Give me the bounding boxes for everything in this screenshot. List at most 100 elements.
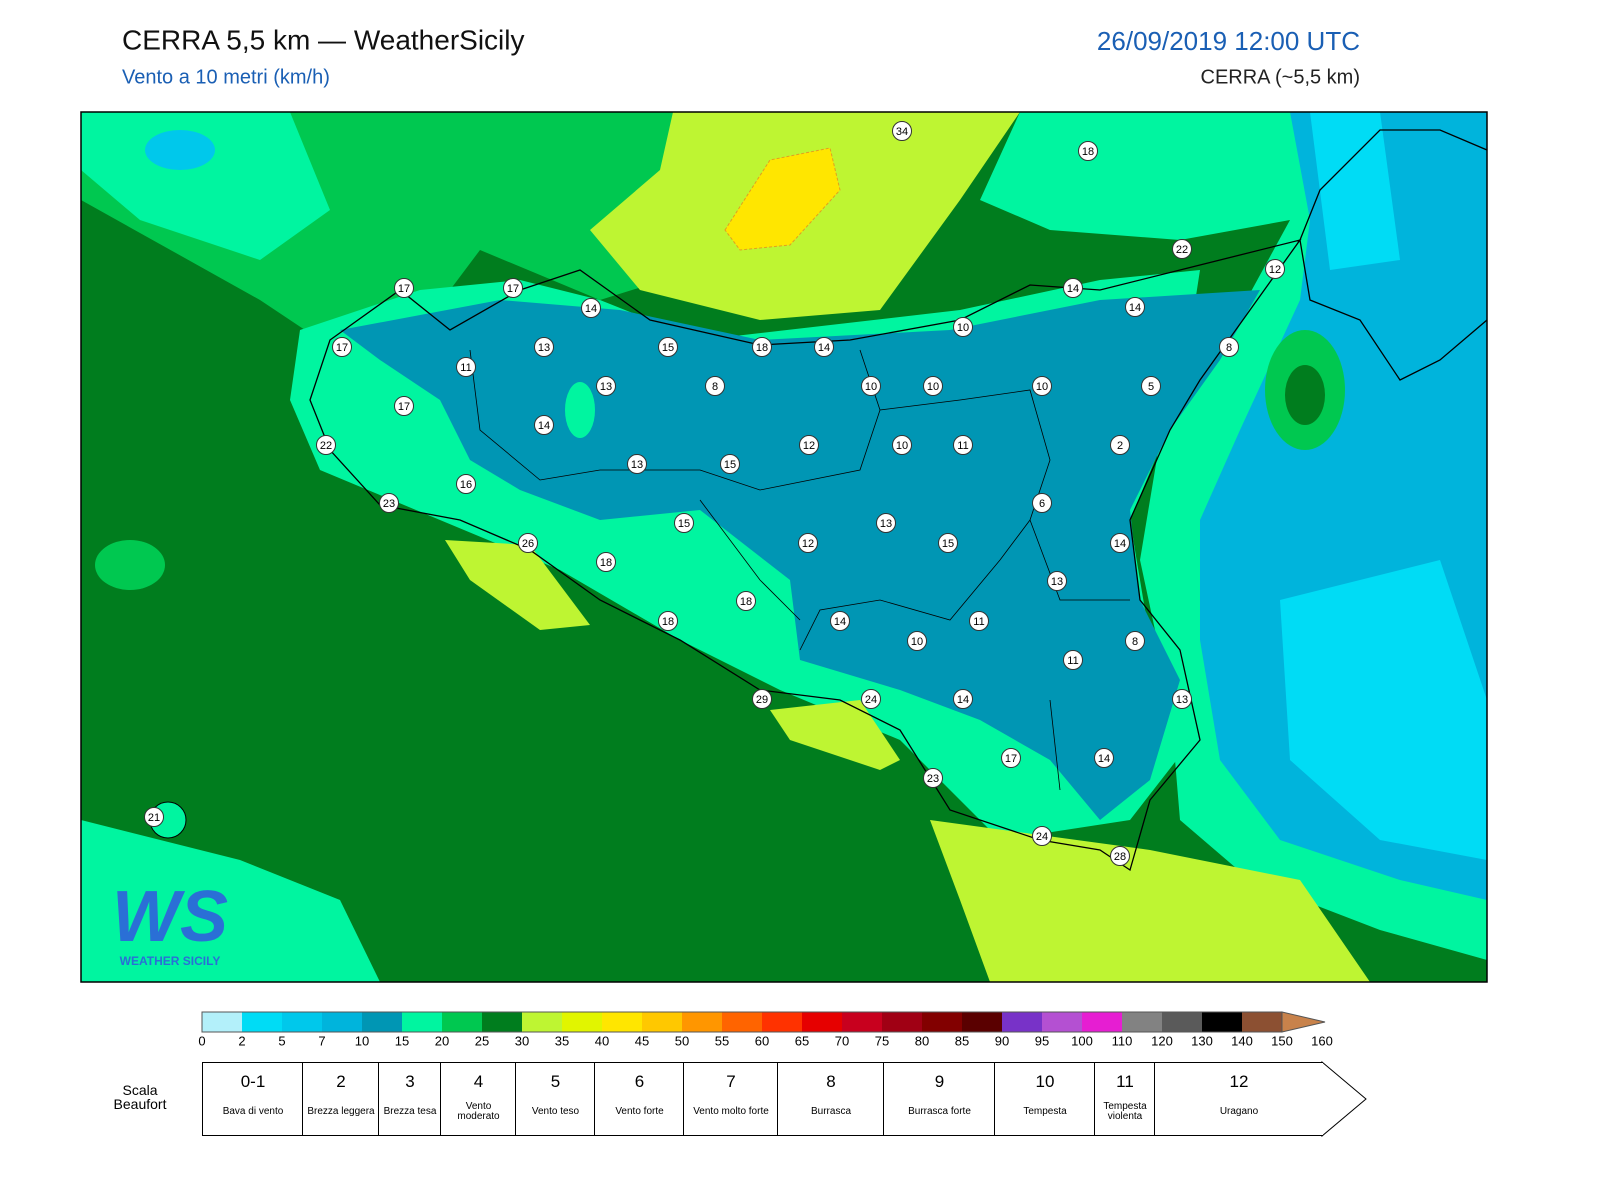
colorbar-frame xyxy=(201,1011,1283,1033)
beaufort-level: 0-1 Bava di vento xyxy=(202,1062,303,1136)
field xyxy=(81,820,380,982)
station-value: 29 xyxy=(756,694,768,706)
station-marker xyxy=(1172,239,1192,259)
colorbar-segment xyxy=(1162,1012,1202,1032)
date: 26/09/2019 12:00 UTC xyxy=(1097,26,1360,56)
station-value: 12 xyxy=(803,440,815,452)
station-marker xyxy=(518,533,538,553)
beaufort-arrow xyxy=(1321,1060,1367,1138)
station-marker xyxy=(752,689,772,709)
station-value: 18 xyxy=(600,557,612,569)
field xyxy=(95,540,165,590)
station-marker xyxy=(923,768,943,788)
station-marker xyxy=(814,337,834,357)
field xyxy=(81,112,330,260)
beaufort-level: 6 Vento forte xyxy=(594,1062,684,1136)
field xyxy=(770,700,900,770)
station-marker xyxy=(1125,631,1145,651)
station-value: 11 xyxy=(460,362,471,374)
beaufort-force: 8 xyxy=(826,1072,836,1091)
subtitle: Vento a 10 metri (km/h) xyxy=(122,66,330,88)
beaufort-level: 7 Vento molto forte xyxy=(683,1062,778,1136)
station-marker xyxy=(705,376,725,396)
station-value: 6 xyxy=(1039,498,1045,510)
station-value: 15 xyxy=(942,538,954,550)
colorbar-tick-label: 90 xyxy=(995,1033,1009,1048)
station-marker xyxy=(658,337,678,357)
station-marker xyxy=(627,454,647,474)
station-marker xyxy=(316,435,336,455)
station-value: 8 xyxy=(712,381,718,393)
station-marker xyxy=(861,376,881,396)
station-marker xyxy=(953,689,973,709)
colorbar-segment xyxy=(1202,1012,1242,1032)
colorbar-tick-label: 5 xyxy=(278,1033,285,1048)
station-value: 13 xyxy=(600,381,612,393)
station-value: 12 xyxy=(1269,264,1281,276)
beaufort-label: Vento teso xyxy=(531,1106,580,1117)
station-marker xyxy=(1032,376,1052,396)
colorbar-segment xyxy=(322,1012,362,1032)
colorbar-segment xyxy=(802,1012,842,1032)
station-marker xyxy=(876,513,896,533)
colorbar-tick-label: 25 xyxy=(475,1033,489,1048)
station-marker xyxy=(674,513,694,533)
station-value: 17 xyxy=(398,401,410,413)
station-marker xyxy=(736,591,756,611)
beaufort-label: Tempesta xyxy=(1023,1106,1067,1117)
station-marker xyxy=(1078,141,1098,161)
colorbar-segment xyxy=(562,1012,602,1032)
beaufort-label: Uragano xyxy=(1219,1106,1259,1117)
station-value: 23 xyxy=(927,773,939,785)
beaufort-force: 10 xyxy=(1035,1072,1055,1091)
colorbar-segment xyxy=(1242,1012,1282,1032)
station-value: 22 xyxy=(1176,244,1188,256)
station-value: 24 xyxy=(1036,831,1048,843)
station-marker xyxy=(596,376,616,396)
beaufort-force: 0-1 xyxy=(240,1072,266,1091)
station-value: 23 xyxy=(383,498,395,510)
colorbar-tick-label: 7 xyxy=(318,1033,325,1048)
colorbar-segment xyxy=(362,1012,402,1032)
colorbar-tick-label: 160 xyxy=(1311,1033,1333,1048)
station-value: 14 xyxy=(834,616,846,628)
beaufort-label: Burrasca xyxy=(810,1106,851,1117)
station-value: 21 xyxy=(148,812,160,824)
station-marker xyxy=(1110,533,1130,553)
station-marker xyxy=(394,278,414,298)
colorbar: 0 2 5 7 10 15 20 25 30 35 40 45 50 55 60 65 70 75 80 85 90 95… xyxy=(198,1011,1333,1048)
station-value: 13 xyxy=(1051,576,1063,588)
field xyxy=(930,820,1370,982)
station-marker xyxy=(394,396,414,416)
colorbar-segment xyxy=(202,1012,242,1032)
colorbar-tick-label: 100 xyxy=(1071,1033,1093,1048)
station-marker xyxy=(799,435,819,455)
logo-name: WEATHER SICILY xyxy=(120,954,221,968)
station-marker xyxy=(456,474,476,494)
station-value: 14 xyxy=(1114,538,1126,550)
station-marker xyxy=(503,278,523,298)
station-value: 13 xyxy=(631,459,643,471)
field xyxy=(1280,112,1487,860)
station-value: 14 xyxy=(585,303,597,315)
colorbar-tick-label: 30 xyxy=(515,1033,529,1048)
station-marker xyxy=(830,611,850,631)
station-value: 14 xyxy=(1098,753,1110,765)
stations: 34 18 22 12 17 17 14 14 14 10 17 13 15 18 14 8 11 13 8 10 10… xyxy=(144,121,1285,866)
colorbar-segment xyxy=(922,1012,962,1032)
beaufort-force: 9 xyxy=(934,1072,945,1091)
colorbar-segment xyxy=(1122,1012,1162,1032)
station-marker xyxy=(1125,297,1145,317)
station-value: 17 xyxy=(336,342,348,354)
station-value: 18 xyxy=(662,616,674,628)
station-value: 5 xyxy=(1148,381,1154,393)
station-marker xyxy=(534,337,554,357)
colorbar-tick-label: 35 xyxy=(555,1033,569,1048)
station-marker xyxy=(1063,650,1083,670)
station-value: 17 xyxy=(398,283,410,295)
colorbar-tick-label: 2 xyxy=(238,1033,245,1048)
station-marker xyxy=(1110,846,1130,866)
colorbar-tick-label: 70 xyxy=(835,1033,849,1048)
